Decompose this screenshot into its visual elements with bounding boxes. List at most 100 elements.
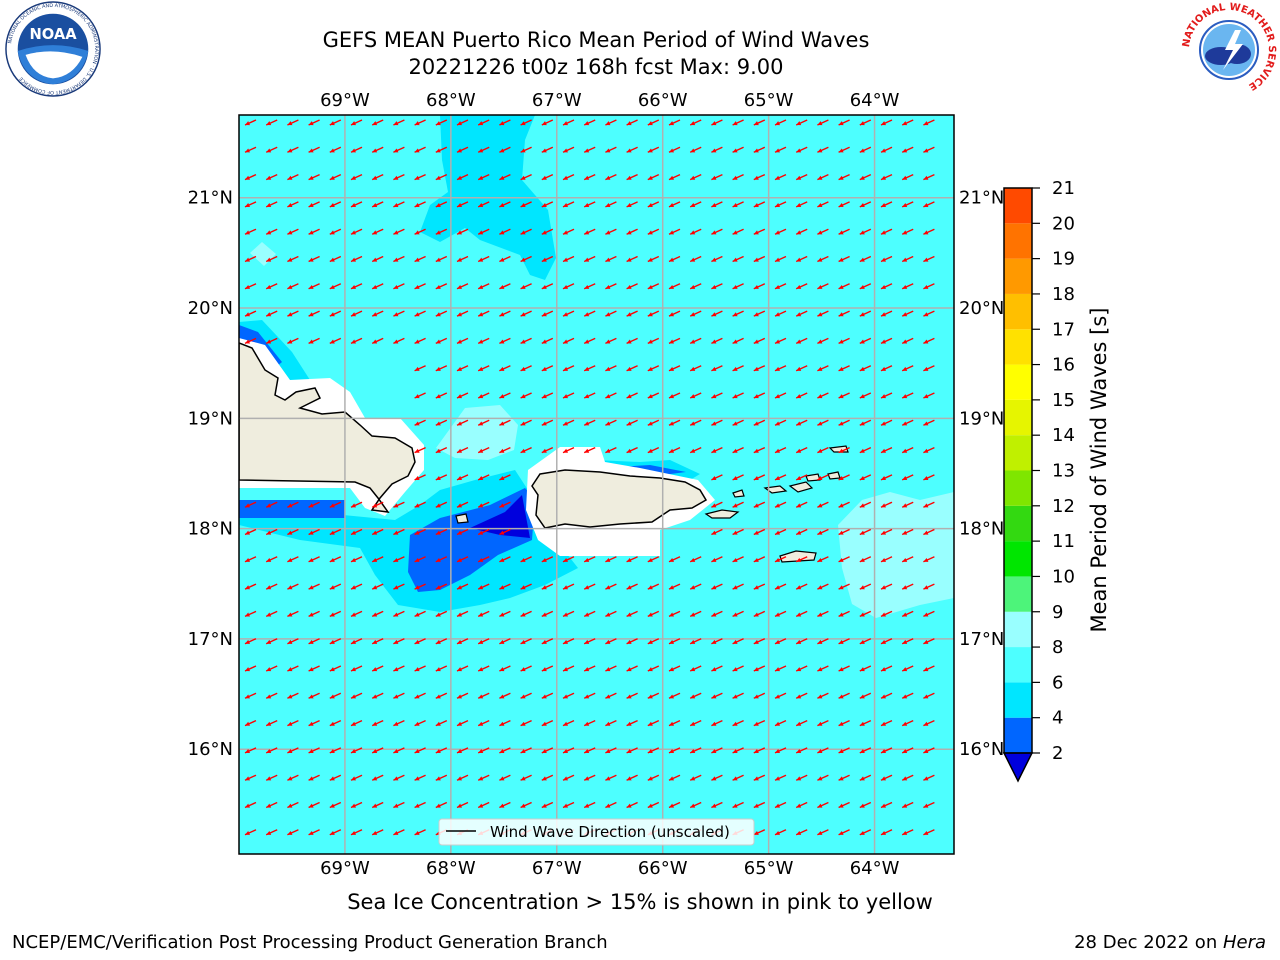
wave-vector-head-469 [414,557,420,562]
wave-vector-head-270 [372,339,378,344]
wave-vector-head-227 [859,284,865,289]
wave-vector-head-599 [372,667,378,672]
wave-vector-head-365 [796,421,802,426]
wave-vector-head-440 [308,530,314,535]
wave-vector-head-322 [414,394,420,399]
wave-vector-head-20 [669,121,674,126]
wave-vector-head-694 [287,749,293,754]
colorbar-cell-13 [1004,258,1032,294]
wave-vector-head-487 [796,557,802,562]
vieques-island [704,509,740,519]
wave-vector-head-438 [266,530,272,535]
wave-vector-head-479 [626,557,632,562]
wave-vector-head-242 [478,312,484,317]
wave-vector-head-652 [796,694,802,699]
wave-vector-head-191 [796,257,802,262]
wave-vector-head-91 [775,175,780,180]
wave-vector-head-120 [690,203,696,208]
wave-vector-head-691 [923,721,929,726]
wave-vector-head-715 [732,749,738,754]
wave-vector-head-514 [669,585,674,590]
wave-vector-head-384 [669,448,674,453]
wave-vector-head-464 [308,557,314,562]
colorbar-cell-7 [1004,470,1032,506]
wave-vector-head-5 [351,121,356,126]
wave-vector-head-282 [626,339,632,344]
wave-vector-head-356 [605,421,611,426]
wave-vector-head-314 [775,366,780,371]
colorbar-tick-label-4: 9 [1052,602,1063,623]
wave-vector-head-546 [647,612,653,617]
wave-vector-head-414 [266,503,272,508]
wave-vector-head-528 [266,612,272,617]
wave-vector-head-178 [520,257,526,262]
wave-vector-head-741 [584,776,590,781]
wave-vector-head-148 [584,230,590,235]
wave-vector-head-678 [647,721,653,726]
wave-vector-head-313 [753,366,759,371]
wave-vector-head-735 [457,776,462,781]
lat-label-left-2: 19°N [188,408,233,429]
wave-vector-head-149 [605,230,611,235]
wave-vector-head-425 [499,503,505,508]
colorbar-cell-1 [1004,682,1032,718]
wave-vector-head-779 [690,803,696,808]
wave-vector-head-822 [902,830,908,835]
wave-vector-head-286 [711,339,717,344]
wave-vector-head-275 [478,339,484,344]
wave-vector-head-477 [584,557,590,562]
wave-vector-head-763 [351,803,356,808]
wave-vector-head-349 [457,421,462,426]
wave-vector-head-344 [881,394,886,399]
wave-vector-head-769 [478,803,484,808]
wave-vector-head-485 [753,557,759,562]
wave-vector-head-147 [563,230,568,235]
wave-vector-head-40 [393,148,399,153]
wave-vector-head-748 [732,776,738,781]
wave-vector-head-151 [647,230,653,235]
wave-vector-head-252 [690,312,696,317]
wave-vector-head-575 [563,639,568,644]
wave-vector-head-467 [372,557,378,562]
wave-vector-head-228 [881,284,886,289]
wave-vector-head-332 [626,394,632,399]
wave-vector-head-409 [859,476,865,481]
wave-vector-head-669 [457,721,462,726]
wave-vector-head-544 [605,612,611,617]
wave-vector-head-571 [478,639,484,644]
wave-vector-head-195 [881,257,886,262]
wave-vector-head-201 [308,284,314,289]
wave-vector-head-537 [457,612,462,617]
wave-vector-head-316 [817,366,823,371]
colorbar-cell-15 [1004,188,1032,224]
lat-label-left-0: 21°N [188,188,233,209]
wave-vector-head-444 [393,530,399,535]
wave-vector-head-251 [669,312,674,317]
wave-vector-head-579 [647,639,653,644]
wave-vector-head-353 [541,421,547,426]
wave-vector-head-363 [753,421,759,426]
wave-vector-head-144 [499,230,505,235]
wave-vector-head-77 [478,175,484,180]
wave-vector-head-391 [817,448,823,453]
wave-vector-head-38 [351,148,356,153]
wave-vector-head-645 [647,694,653,699]
wave-vector-head-290 [796,339,802,344]
wave-vector-head-24 [753,121,759,126]
wave-vector-head-670 [478,721,484,726]
st-croix-island [779,550,817,563]
wave-vector-head-246 [563,312,568,317]
wave-vector-head-594 [266,667,272,672]
wave-vector-head-448 [478,530,484,535]
wave-vector-head-315 [796,366,802,371]
wave-vector-head-755 [881,776,886,781]
wave-vector-head-67 [266,175,272,180]
wave-vector-head-720 [838,749,844,754]
wave-vector-head-520 [796,585,802,590]
wave-vector-head-192 [817,257,823,262]
wave-vector-head-798 [393,830,399,835]
wave-vector-head-543 [584,612,590,617]
wave-vector-head-43 [457,148,462,153]
wave-vector-head-567 [393,639,399,644]
wave-vector-head-184 [647,257,653,262]
